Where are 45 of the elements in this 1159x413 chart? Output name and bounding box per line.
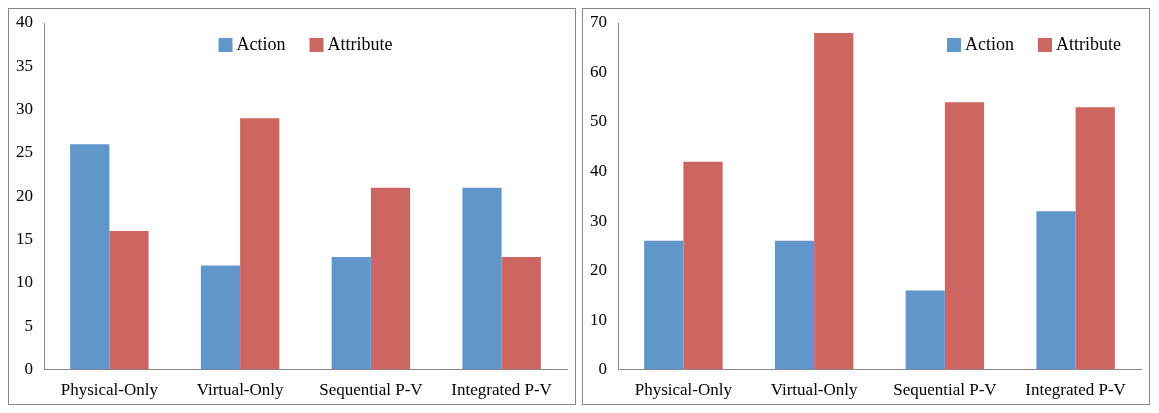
bar bbox=[1075, 107, 1115, 370]
legend-label: Action bbox=[965, 33, 1015, 54]
bar bbox=[331, 256, 371, 370]
bar bbox=[644, 240, 684, 370]
y-tick-label: 35 bbox=[16, 55, 33, 75]
y-tick-label: 70 bbox=[590, 12, 607, 32]
bar bbox=[774, 240, 815, 370]
bar bbox=[905, 290, 945, 370]
y-tick-label: 40 bbox=[590, 161, 607, 181]
y-tick-label: 0 bbox=[24, 359, 33, 379]
y-tick-label: 10 bbox=[590, 309, 607, 329]
y-tick-label: 30 bbox=[590, 210, 607, 230]
x-tick-label: Integrated P-V bbox=[1025, 380, 1127, 400]
x-tick-label: Sequential P-V bbox=[319, 380, 424, 400]
bar bbox=[944, 102, 985, 370]
bar bbox=[240, 118, 280, 370]
y-tick-label: 0 bbox=[598, 359, 607, 379]
x-tick-label: Sequential P-V bbox=[893, 380, 998, 400]
x-tick-label: Virtual-Only bbox=[196, 380, 285, 400]
x-tick-label: Virtual-Only bbox=[770, 380, 859, 400]
legend-label: Attribute bbox=[1056, 33, 1122, 54]
y-tick-label: 15 bbox=[16, 229, 33, 249]
y-tick-label: 20 bbox=[16, 185, 33, 205]
bar bbox=[683, 161, 723, 370]
bar bbox=[370, 187, 411, 370]
y-tick-label: 60 bbox=[590, 61, 607, 81]
y-tick-label: 50 bbox=[590, 111, 607, 131]
y-tick-label: 5 bbox=[24, 315, 33, 335]
bar bbox=[70, 144, 110, 370]
bar bbox=[109, 230, 149, 370]
bar bbox=[814, 32, 854, 370]
y-tick-label: 10 bbox=[16, 272, 33, 292]
bar bbox=[200, 265, 241, 370]
y-tick-label: 40 bbox=[16, 12, 33, 32]
bar bbox=[501, 256, 541, 370]
x-tick-label: Integrated P-V bbox=[451, 380, 553, 400]
bar bbox=[462, 187, 502, 370]
y-tick-label: 30 bbox=[16, 99, 33, 119]
bar bbox=[1036, 211, 1076, 370]
y-tick-label: 20 bbox=[590, 260, 607, 280]
legend-label: Action bbox=[236, 33, 286, 54]
y-tick-label: 25 bbox=[16, 142, 33, 162]
x-tick-label: Physical-Only bbox=[634, 380, 733, 400]
x-tick-label: Physical-Only bbox=[60, 380, 159, 400]
legend-label: Attribute bbox=[327, 33, 393, 54]
